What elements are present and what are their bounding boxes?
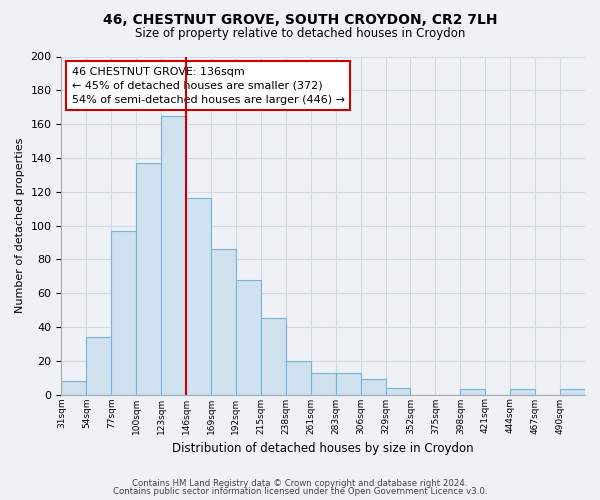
Bar [136, 163, 161, 394]
Bar [386, 388, 410, 394]
Bar [286, 360, 311, 394]
Bar [560, 390, 585, 394]
Y-axis label: Number of detached properties: Number of detached properties [15, 138, 25, 313]
Bar [460, 390, 485, 394]
Bar [361, 380, 386, 394]
Bar [311, 372, 335, 394]
Bar [211, 249, 236, 394]
Bar [510, 390, 535, 394]
Bar [86, 337, 111, 394]
Bar [261, 318, 286, 394]
Bar [161, 116, 186, 394]
Text: 46, CHESTNUT GROVE, SOUTH CROYDON, CR2 7LH: 46, CHESTNUT GROVE, SOUTH CROYDON, CR2 7… [103, 12, 497, 26]
Text: Contains HM Land Registry data © Crown copyright and database right 2024.: Contains HM Land Registry data © Crown c… [132, 478, 468, 488]
Bar [61, 381, 86, 394]
Bar [335, 372, 361, 394]
Bar [186, 198, 211, 394]
Bar [111, 230, 136, 394]
Bar [236, 280, 261, 394]
Text: 46 CHESTNUT GROVE: 136sqm
← 45% of detached houses are smaller (372)
54% of semi: 46 CHESTNUT GROVE: 136sqm ← 45% of detac… [72, 66, 345, 104]
Text: Size of property relative to detached houses in Croydon: Size of property relative to detached ho… [135, 28, 465, 40]
X-axis label: Distribution of detached houses by size in Croydon: Distribution of detached houses by size … [172, 442, 474, 455]
Text: Contains public sector information licensed under the Open Government Licence v3: Contains public sector information licen… [113, 487, 487, 496]
